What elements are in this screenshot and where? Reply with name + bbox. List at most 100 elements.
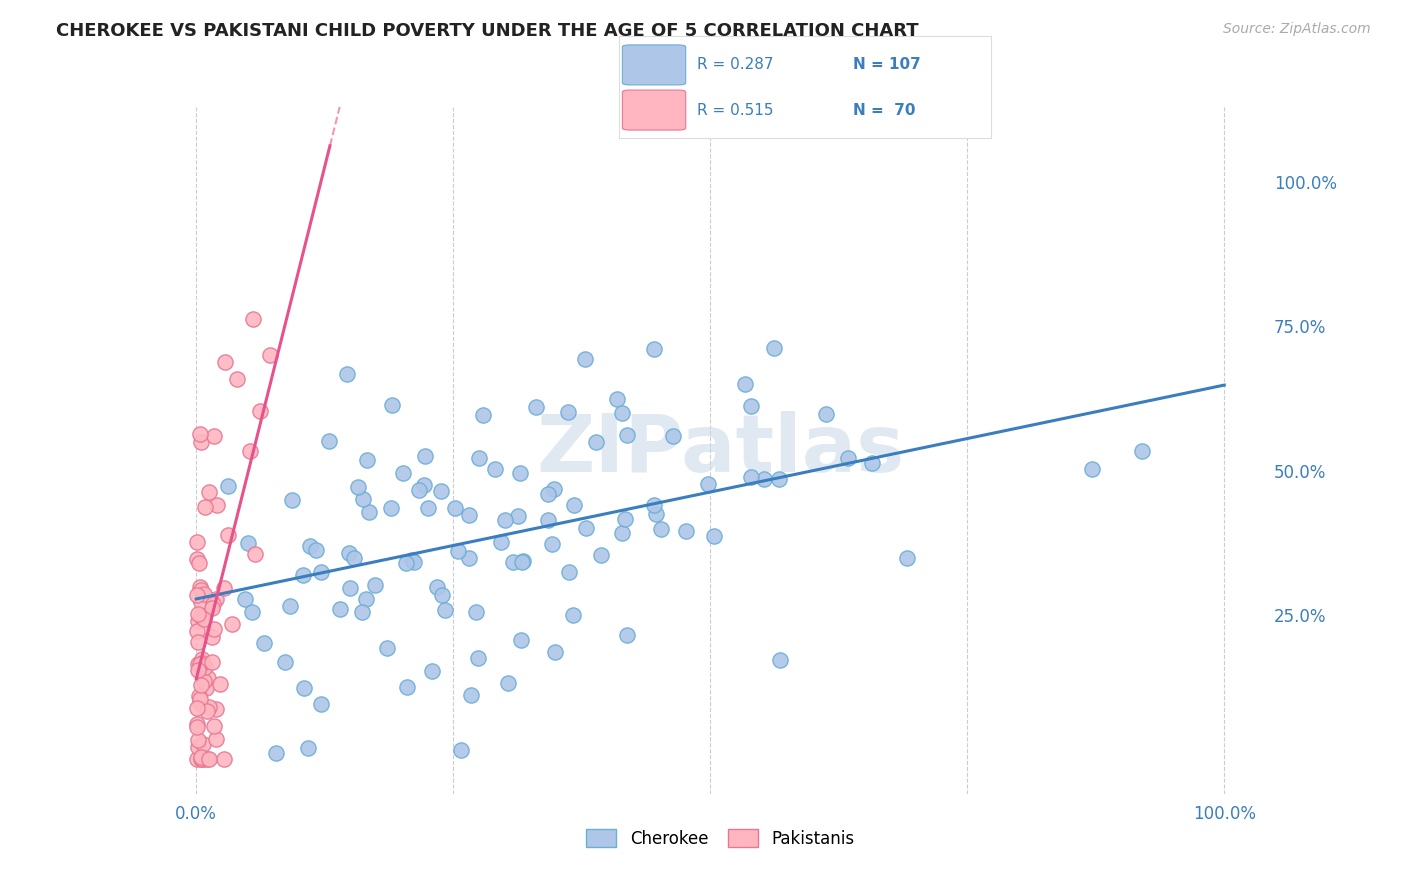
Point <box>484 462 506 476</box>
Point <box>187 740 209 755</box>
Point <box>204 622 226 636</box>
Point <box>381 399 404 413</box>
Point <box>509 466 531 480</box>
Point <box>198 700 221 714</box>
Point <box>187 607 209 621</box>
Point <box>837 451 859 466</box>
Point <box>395 556 418 570</box>
Point <box>1080 462 1102 476</box>
Point <box>401 553 423 567</box>
Point <box>186 701 208 715</box>
Point <box>506 508 529 523</box>
Point <box>188 692 211 706</box>
Point <box>444 500 467 515</box>
Point <box>350 605 373 619</box>
Point <box>198 485 221 500</box>
Point <box>697 477 720 491</box>
Point <box>616 428 638 442</box>
Point <box>186 535 208 549</box>
Point <box>510 632 533 647</box>
Point <box>201 656 224 670</box>
Point <box>190 750 212 764</box>
Point <box>467 451 489 466</box>
Point <box>205 702 228 716</box>
Point <box>606 392 628 406</box>
Point <box>557 404 579 418</box>
Point <box>357 505 380 519</box>
Point <box>264 747 287 761</box>
Point <box>259 349 281 363</box>
Point <box>418 501 440 516</box>
Point <box>281 492 304 507</box>
Point <box>392 466 415 480</box>
Point <box>1132 444 1154 458</box>
Point <box>212 581 235 595</box>
Point <box>815 407 838 421</box>
Point <box>768 472 790 486</box>
Point <box>195 704 218 718</box>
Point <box>543 482 565 496</box>
Point <box>413 478 436 492</box>
Point <box>740 399 762 413</box>
Point <box>404 555 426 569</box>
Point <box>860 456 883 470</box>
Point <box>896 551 918 566</box>
Text: ZIPatlas: ZIPatlas <box>537 411 904 490</box>
Point <box>226 372 249 386</box>
Point <box>591 548 613 562</box>
Text: R = 0.287: R = 0.287 <box>697 57 773 72</box>
Point <box>186 588 208 602</box>
Point <box>557 565 579 579</box>
Point <box>352 491 374 506</box>
Point <box>502 555 524 569</box>
Point <box>337 546 360 560</box>
Point <box>190 678 212 692</box>
Point <box>186 752 208 766</box>
Point <box>191 752 214 766</box>
Point <box>190 435 212 450</box>
Point <box>524 400 547 414</box>
Point <box>496 676 519 690</box>
Point <box>190 594 212 608</box>
Point <box>249 404 271 418</box>
Point <box>195 681 218 695</box>
Point <box>354 592 377 607</box>
Point <box>740 470 762 484</box>
Point <box>318 434 340 449</box>
Point <box>311 697 333 711</box>
Point <box>187 733 209 747</box>
Point <box>190 581 212 595</box>
Point <box>197 671 219 685</box>
Point <box>201 601 224 615</box>
Point <box>343 550 366 565</box>
Point <box>734 376 756 391</box>
Point <box>208 677 231 691</box>
Point <box>198 752 221 766</box>
Point <box>186 717 208 731</box>
Text: CHEROKEE VS PAKISTANI CHILD POVERTY UNDER THE AGE OF 5 CORRELATION CHART: CHEROKEE VS PAKISTANI CHILD POVERTY UNDE… <box>56 22 920 40</box>
Point <box>233 592 256 607</box>
Point <box>575 521 598 535</box>
Point <box>186 624 208 638</box>
Point <box>214 355 236 369</box>
Point <box>457 551 479 566</box>
Point <box>186 552 208 566</box>
Point <box>471 409 494 423</box>
Point <box>415 449 437 463</box>
Point <box>305 543 328 558</box>
Point <box>510 555 533 569</box>
Text: N = 107: N = 107 <box>853 57 921 72</box>
Point <box>562 499 585 513</box>
Point <box>205 498 228 512</box>
Point <box>537 486 560 500</box>
Point <box>328 602 350 616</box>
Point <box>540 537 562 551</box>
Point <box>447 544 470 558</box>
Point <box>489 535 512 549</box>
Point <box>752 472 775 486</box>
Point <box>299 539 322 553</box>
Point <box>380 501 402 516</box>
Point <box>190 582 212 597</box>
Point <box>610 526 633 541</box>
Point <box>253 635 276 649</box>
